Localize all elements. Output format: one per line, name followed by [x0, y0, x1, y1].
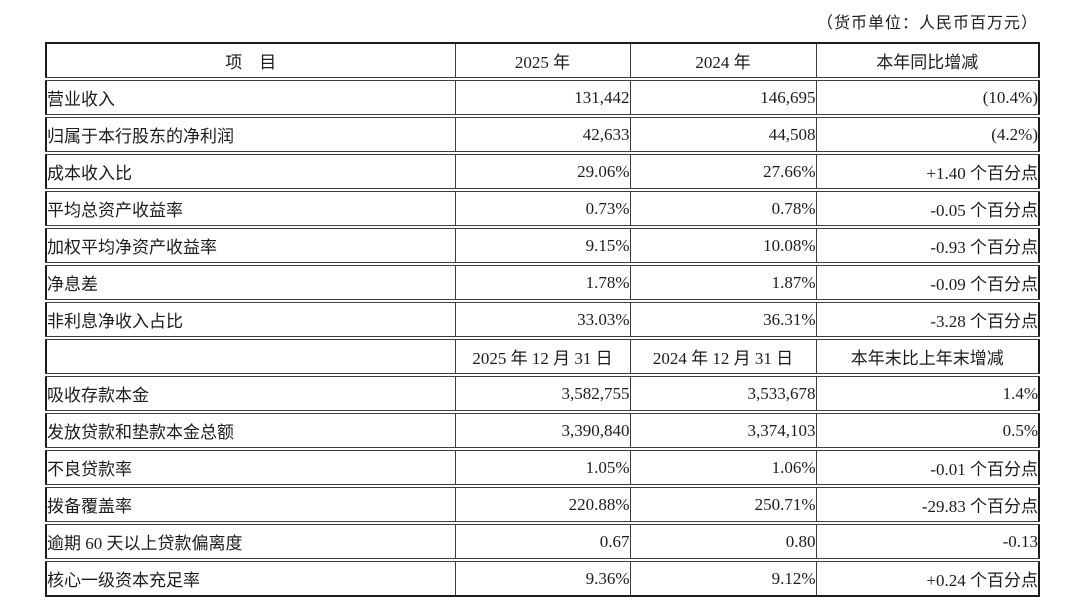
value-2024-cell: 27.66%	[629, 153, 816, 192]
table-row: 拨备覆盖率 220.88% 250.71% -29.83 个百分点	[45, 486, 1039, 525]
table-row: 发放贷款和垫款本金总额 3,390,840 3,374,103 0.5%	[45, 412, 1039, 451]
change-cell: -0.13	[815, 523, 1039, 562]
mid-header-item	[45, 338, 455, 377]
value-2025-cell: 9.36%	[454, 560, 630, 596]
value-2024-cell: 0.80	[629, 523, 816, 562]
change-cell: +0.24 个百分点	[815, 560, 1039, 596]
mid-header-change: 本年末比上年末增减	[815, 338, 1039, 377]
change-cell: -3.28 个百分点	[815, 301, 1039, 340]
value-2025-cell: 29.06%	[454, 153, 630, 192]
change-cell: -0.93 个百分点	[815, 227, 1039, 266]
change-cell: 1.4%	[815, 375, 1039, 414]
item-cell: 营业收入	[45, 79, 455, 118]
mid-header-2025: 2025 年 12 月 31 日	[454, 338, 630, 377]
mid-header-2024: 2024 年 12 月 31 日	[629, 338, 816, 377]
item-cell: 拨备覆盖率	[45, 486, 455, 525]
value-2025-cell: 3,390,840	[454, 412, 630, 451]
value-2024-cell: 36.31%	[629, 301, 816, 340]
value-2024-cell: 10.08%	[629, 227, 816, 266]
value-2025-cell: 1.78%	[454, 264, 630, 303]
table-mid-header-row: 2025 年 12 月 31 日 2024 年 12 月 31 日 本年末比上年…	[45, 338, 1039, 377]
change-cell: -29.83 个百分点	[815, 486, 1039, 525]
item-cell: 非利息净收入占比	[45, 301, 455, 340]
item-cell: 核心一级资本充足率	[45, 560, 455, 596]
value-2025-cell: 9.15%	[454, 227, 630, 266]
value-2025-cell: 220.88%	[454, 486, 630, 525]
value-2024-cell: 146,695	[629, 79, 816, 118]
financial-summary-table: 项 目 2025 年 2024 年 本年同比增减 营业收入 131,442 14…	[45, 42, 1040, 597]
value-2024-cell: 0.78%	[629, 190, 816, 229]
value-2025-cell: 1.05%	[454, 449, 630, 488]
table-row: 归属于本行股东的净利润 42,633 44,508 (4.2%)	[45, 116, 1039, 155]
change-cell: +1.40 个百分点	[815, 153, 1039, 192]
value-2024-cell: 250.71%	[629, 486, 816, 525]
table-row: 不良贷款率 1.05% 1.06% -0.01 个百分点	[45, 449, 1039, 488]
table-row: 营业收入 131,442 146,695 (10.4%)	[45, 79, 1039, 118]
currency-unit-caption: （货币单位：人民币百万元）	[816, 15, 1038, 32]
table-row: 加权平均净资产收益率 9.15% 10.08% -0.93 个百分点	[45, 227, 1039, 266]
value-2024-cell: 3,533,678	[629, 375, 816, 414]
table-row: 成本收入比 29.06% 27.66% +1.40 个百分点	[45, 153, 1039, 192]
item-cell: 不良贷款率	[45, 449, 455, 488]
value-2024-cell: 1.87%	[629, 264, 816, 303]
change-cell: -0.09 个百分点	[815, 264, 1039, 303]
table-row: 核心一级资本充足率 9.36% 9.12% +0.24 个百分点	[45, 560, 1039, 596]
header-item: 项 目	[45, 43, 455, 81]
header-2024: 2024 年	[629, 43, 816, 81]
value-2024-cell: 1.06%	[629, 449, 816, 488]
item-cell: 成本收入比	[45, 153, 455, 192]
table-row: 净息差 1.78% 1.87% -0.09 个百分点	[45, 264, 1039, 303]
item-cell: 逾期 60 天以上贷款偏离度	[45, 523, 455, 562]
item-cell: 发放贷款和垫款本金总额	[45, 412, 455, 451]
change-cell: (10.4%)	[815, 79, 1039, 118]
item-cell: 平均总资产收益率	[45, 190, 455, 229]
change-cell: -0.05 个百分点	[815, 190, 1039, 229]
item-cell: 吸收存款本金	[45, 375, 455, 414]
change-cell: (4.2%)	[815, 116, 1039, 155]
item-cell: 归属于本行股东的净利润	[45, 116, 455, 155]
value-2025-cell: 33.03%	[454, 301, 630, 340]
value-2024-cell: 44,508	[629, 116, 816, 155]
change-cell: 0.5%	[815, 412, 1039, 451]
value-2025-cell: 131,442	[454, 79, 630, 118]
value-2024-cell: 9.12%	[629, 560, 816, 596]
table-row: 逾期 60 天以上贷款偏离度 0.67 0.80 -0.13	[45, 523, 1039, 562]
item-cell: 加权平均净资产收益率	[45, 227, 455, 266]
change-cell: -0.01 个百分点	[815, 449, 1039, 488]
value-2025-cell: 42,633	[454, 116, 630, 155]
item-cell: 净息差	[45, 264, 455, 303]
value-2024-cell: 3,374,103	[629, 412, 816, 451]
header-change: 本年同比增减	[815, 43, 1039, 81]
value-2025-cell: 0.73%	[454, 190, 630, 229]
table-row: 平均总资产收益率 0.73% 0.78% -0.05 个百分点	[45, 190, 1039, 229]
value-2025-cell: 0.67	[454, 523, 630, 562]
header-2025: 2025 年	[454, 43, 630, 81]
table-row: 吸收存款本金 3,582,755 3,533,678 1.4%	[45, 375, 1039, 414]
value-2025-cell: 3,582,755	[454, 375, 630, 414]
table-header-row: 项 目 2025 年 2024 年 本年同比增减	[45, 43, 1039, 81]
table-row: 非利息净收入占比 33.03% 36.31% -3.28 个百分点	[45, 301, 1039, 340]
